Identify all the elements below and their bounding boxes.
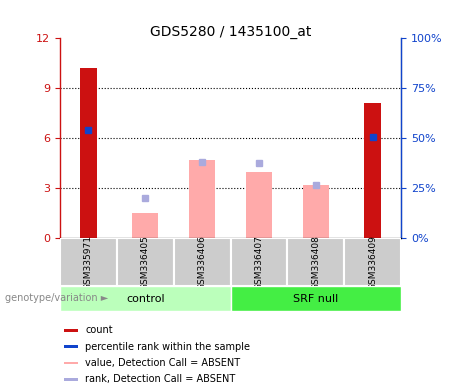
Text: GDS5280 / 1435100_at: GDS5280 / 1435100_at (150, 25, 311, 39)
Bar (287, 238, 344, 286)
Bar (60, 238, 117, 286)
Bar (132, 213, 158, 238)
Text: count: count (85, 326, 113, 336)
Text: GSM336405: GSM336405 (141, 235, 150, 290)
Bar (344, 238, 401, 286)
Bar (189, 160, 215, 238)
Bar (303, 185, 329, 238)
Text: control: control (126, 293, 165, 304)
Text: percentile rank within the sample: percentile rank within the sample (85, 342, 250, 352)
Text: value, Detection Call = ABSENT: value, Detection Call = ABSENT (85, 358, 241, 368)
Text: SRF null: SRF null (293, 293, 338, 304)
Bar (174, 238, 230, 286)
Bar (64, 362, 77, 364)
Bar (64, 378, 77, 381)
Text: GSM336409: GSM336409 (368, 235, 377, 290)
Bar (80, 68, 97, 238)
Bar (230, 286, 401, 311)
Bar (230, 238, 287, 286)
Bar (60, 286, 230, 311)
Text: genotype/variation ►: genotype/variation ► (5, 293, 108, 303)
Text: GSM335971: GSM335971 (84, 235, 93, 290)
Text: GSM336406: GSM336406 (198, 235, 207, 290)
Text: GSM336407: GSM336407 (254, 235, 263, 290)
Text: rank, Detection Call = ABSENT: rank, Detection Call = ABSENT (85, 374, 236, 384)
Bar (246, 172, 272, 238)
Text: GSM336408: GSM336408 (311, 235, 320, 290)
Bar (117, 238, 174, 286)
Bar (364, 103, 381, 238)
Bar (64, 329, 77, 332)
Bar (64, 346, 77, 348)
